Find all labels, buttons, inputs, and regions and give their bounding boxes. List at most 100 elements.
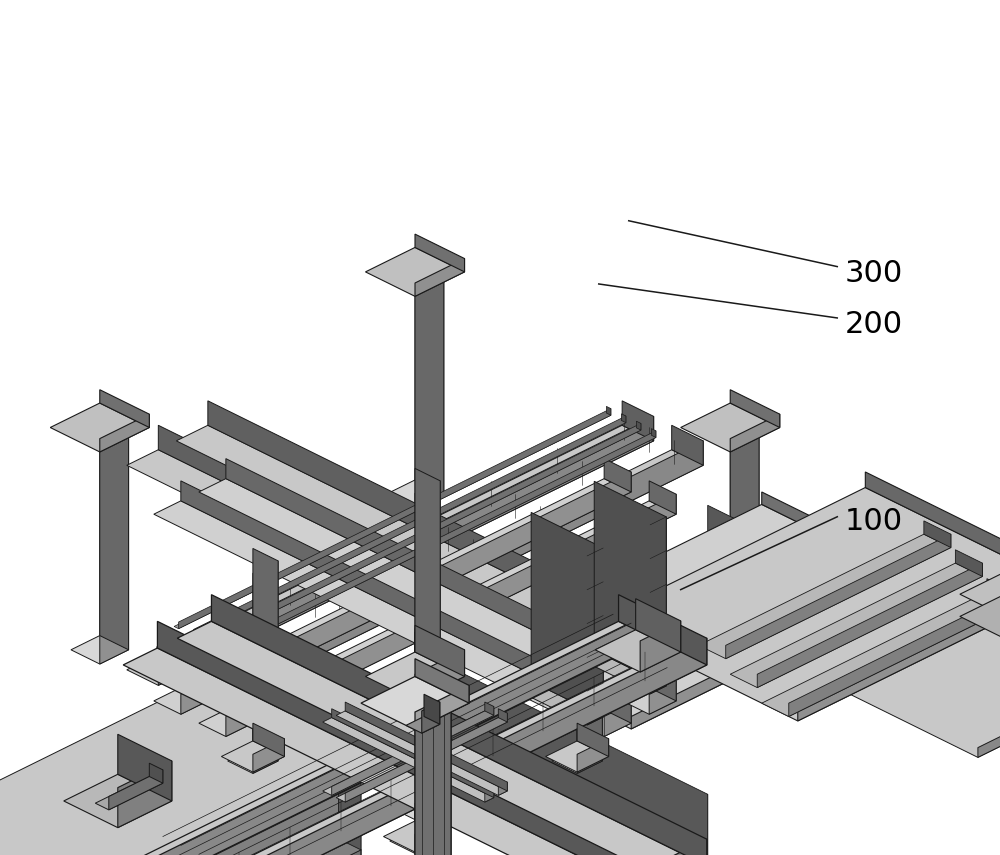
Polygon shape xyxy=(68,765,361,855)
Polygon shape xyxy=(685,794,708,855)
Polygon shape xyxy=(415,625,465,676)
Polygon shape xyxy=(415,545,465,583)
Polygon shape xyxy=(415,650,451,855)
Polygon shape xyxy=(730,414,780,452)
Polygon shape xyxy=(701,635,759,664)
Polygon shape xyxy=(336,717,507,802)
Polygon shape xyxy=(118,761,172,828)
Polygon shape xyxy=(415,481,440,693)
Polygon shape xyxy=(123,622,653,855)
Polygon shape xyxy=(415,257,444,494)
Polygon shape xyxy=(422,702,440,733)
Polygon shape xyxy=(177,648,707,855)
Polygon shape xyxy=(199,686,221,781)
Polygon shape xyxy=(987,579,1000,605)
Polygon shape xyxy=(176,450,703,710)
Polygon shape xyxy=(181,472,631,714)
Polygon shape xyxy=(604,458,631,492)
Polygon shape xyxy=(323,711,494,795)
Polygon shape xyxy=(154,501,631,736)
Polygon shape xyxy=(181,481,631,723)
Polygon shape xyxy=(498,782,507,795)
Polygon shape xyxy=(253,548,278,761)
Polygon shape xyxy=(209,423,641,644)
Polygon shape xyxy=(345,713,507,802)
Polygon shape xyxy=(622,401,654,441)
Polygon shape xyxy=(226,458,676,701)
Polygon shape xyxy=(406,716,440,733)
Polygon shape xyxy=(515,681,603,725)
Polygon shape xyxy=(149,764,163,783)
Polygon shape xyxy=(726,534,951,658)
Polygon shape xyxy=(208,401,703,669)
Polygon shape xyxy=(847,523,1000,677)
Polygon shape xyxy=(189,421,626,636)
Polygon shape xyxy=(604,703,631,736)
Polygon shape xyxy=(415,643,447,676)
Polygon shape xyxy=(847,512,1000,669)
Polygon shape xyxy=(415,569,444,805)
Polygon shape xyxy=(595,487,1000,721)
Polygon shape xyxy=(577,548,602,761)
Polygon shape xyxy=(415,658,447,692)
Polygon shape xyxy=(636,598,681,652)
Polygon shape xyxy=(865,472,1000,587)
Polygon shape xyxy=(158,425,654,694)
Polygon shape xyxy=(757,563,982,687)
Polygon shape xyxy=(595,630,681,672)
Polygon shape xyxy=(960,572,1000,628)
Polygon shape xyxy=(253,561,278,774)
Polygon shape xyxy=(673,622,707,665)
Polygon shape xyxy=(730,390,780,428)
Polygon shape xyxy=(50,403,149,452)
Polygon shape xyxy=(415,819,447,852)
Polygon shape xyxy=(100,428,129,664)
Polygon shape xyxy=(109,770,163,810)
Polygon shape xyxy=(730,413,759,650)
Polygon shape xyxy=(640,621,681,672)
Polygon shape xyxy=(338,754,361,850)
Polygon shape xyxy=(253,723,284,757)
Polygon shape xyxy=(631,572,924,729)
Polygon shape xyxy=(336,711,507,795)
Polygon shape xyxy=(199,770,361,855)
Polygon shape xyxy=(361,676,469,730)
Polygon shape xyxy=(194,416,626,636)
Polygon shape xyxy=(650,517,666,693)
Polygon shape xyxy=(100,413,129,650)
Polygon shape xyxy=(383,661,447,692)
Polygon shape xyxy=(955,550,982,576)
Polygon shape xyxy=(0,681,361,855)
Polygon shape xyxy=(577,723,609,757)
Polygon shape xyxy=(204,428,641,644)
Polygon shape xyxy=(199,672,361,762)
Polygon shape xyxy=(323,717,494,802)
Polygon shape xyxy=(415,803,447,836)
Polygon shape xyxy=(226,494,676,736)
Polygon shape xyxy=(619,595,653,638)
Polygon shape xyxy=(577,739,609,772)
Polygon shape xyxy=(228,748,278,774)
Polygon shape xyxy=(546,741,609,772)
Polygon shape xyxy=(211,595,707,855)
Polygon shape xyxy=(415,258,465,297)
Polygon shape xyxy=(673,840,707,855)
Text: 200: 200 xyxy=(845,310,903,339)
Polygon shape xyxy=(332,706,494,795)
Polygon shape xyxy=(199,501,676,736)
Polygon shape xyxy=(960,594,1000,650)
Polygon shape xyxy=(672,425,703,465)
Polygon shape xyxy=(708,505,1000,725)
Polygon shape xyxy=(100,414,149,452)
Polygon shape xyxy=(730,563,982,687)
Polygon shape xyxy=(118,734,172,801)
Polygon shape xyxy=(924,521,951,547)
Polygon shape xyxy=(365,558,465,608)
Polygon shape xyxy=(594,481,666,686)
Polygon shape xyxy=(365,652,465,701)
Polygon shape xyxy=(199,479,676,714)
Polygon shape xyxy=(174,413,611,628)
Polygon shape xyxy=(71,635,129,664)
Polygon shape xyxy=(577,561,602,774)
Polygon shape xyxy=(685,524,1000,749)
